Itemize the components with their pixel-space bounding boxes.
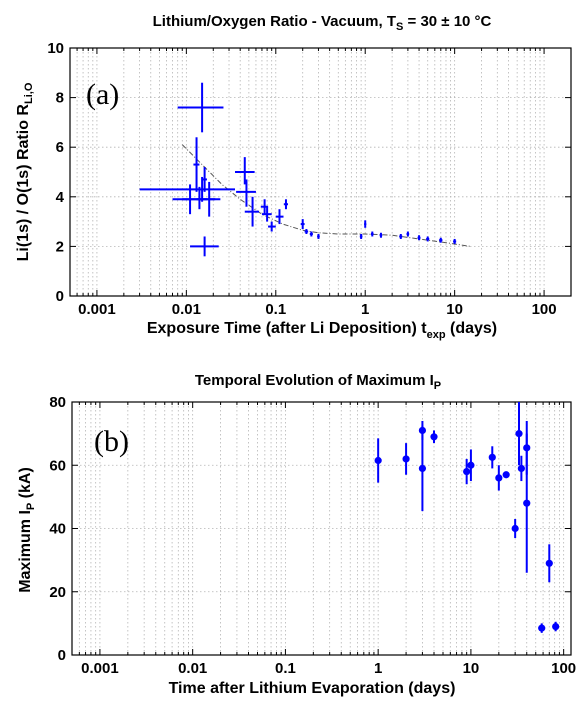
x-tick-label: 100 <box>551 660 576 677</box>
data-point <box>515 430 523 438</box>
x-tick-label: 10 <box>446 301 463 318</box>
data-point <box>364 222 367 226</box>
data-point <box>439 239 442 242</box>
y-tick-label: 60 <box>49 457 66 474</box>
data-point <box>251 210 254 213</box>
x-tick-label: 1 <box>374 660 382 677</box>
data-point <box>270 225 273 228</box>
data-point <box>552 622 560 631</box>
panel-a: Lithium/Oxygen Ratio - Vacuum, TS = 30 ±… <box>15 13 572 341</box>
data-point <box>467 461 475 469</box>
data-point <box>305 230 308 233</box>
panel-b-title: Temporal Evolution of Maximum IP <box>195 372 441 392</box>
data-point <box>359 235 363 238</box>
x-tick-label: 0.1 <box>265 301 286 318</box>
y-tick-label: 2 <box>56 238 64 255</box>
data-point <box>195 163 198 166</box>
data-point <box>203 245 206 248</box>
x-tick-label: 0.01 <box>172 301 201 318</box>
data-point <box>245 190 248 194</box>
x-tick-label: 100 <box>532 301 557 318</box>
data-point <box>502 471 510 479</box>
panel-b-label: (b) <box>94 425 129 458</box>
data-point <box>523 499 531 507</box>
y-tick-label: 0 <box>56 288 64 305</box>
data-point <box>545 559 553 567</box>
data-point <box>426 237 429 241</box>
data-point <box>200 106 204 109</box>
y-tick-label: 8 <box>56 90 64 107</box>
data-point <box>317 235 320 238</box>
y-tick-label: 6 <box>56 139 64 156</box>
data-point <box>488 453 496 461</box>
data-point <box>374 456 382 465</box>
data-point <box>430 433 438 441</box>
data-point <box>399 235 403 238</box>
data-point <box>517 464 525 473</box>
x-tick-label: 0.001 <box>78 301 116 318</box>
data-point <box>538 624 546 632</box>
data-point <box>203 178 206 181</box>
data-point <box>243 170 246 174</box>
panel-b-x-axis-label: Time after Lithium Evaporation (days) <box>169 680 456 697</box>
x-tick-label: 10 <box>463 660 480 677</box>
y-tick-label: 4 <box>56 189 65 206</box>
fit-curve <box>181 144 471 247</box>
data-point <box>379 234 383 237</box>
data-point <box>406 232 410 236</box>
data-point <box>418 464 427 473</box>
data-point <box>371 232 374 236</box>
y-tick-label: 40 <box>49 521 66 538</box>
panel-b-plot-area: 0.001 0.01 0.1 1 10 100 0 20 40 60 80 <box>49 394 576 677</box>
panel-a-y-axis-label: Li(1s) / O(1s) Ratio RLi,O <box>15 82 35 261</box>
data-point <box>200 188 204 191</box>
y-tick-label: 10 <box>47 40 64 57</box>
x-tick-label: 1 <box>361 301 369 318</box>
data-point <box>301 222 304 226</box>
panel-a-plot-area: 0.001 0.01 0.1 1 10 100 0 2 4 6 8 10 <box>47 40 572 318</box>
y-tick-label: 20 <box>49 584 66 601</box>
data-point <box>265 212 269 216</box>
y-tick-label: 80 <box>49 394 66 411</box>
data-point <box>310 232 313 236</box>
data-point <box>495 474 503 482</box>
x-tick-label: 0.01 <box>178 660 207 677</box>
data-point <box>263 205 266 208</box>
plot-frame <box>69 47 572 297</box>
panel-b: Temporal Evolution of Maximum IP 0.001 0.… <box>17 372 576 697</box>
data-point <box>402 455 410 463</box>
x-tick-label: 0.1 <box>275 660 296 677</box>
data-point <box>417 236 421 239</box>
x-tick-label: 0.001 <box>81 660 119 677</box>
y-tick-label: 0 <box>58 647 66 664</box>
data-point <box>278 215 281 218</box>
data-point <box>511 524 519 533</box>
data-point <box>453 240 456 243</box>
panel-a-x-axis-label: Exposure Time (after Li Deposition) texp… <box>147 320 497 341</box>
data-point <box>463 467 471 476</box>
panel-a-title: Lithium/Oxygen Ratio - Vacuum, TS = 30 ±… <box>153 13 492 33</box>
data-point <box>207 198 211 201</box>
data-point <box>284 203 288 206</box>
panel-b-y-axis-label: Maximum IP (kA) <box>17 467 37 593</box>
panel-a-label: (a) <box>86 78 119 111</box>
